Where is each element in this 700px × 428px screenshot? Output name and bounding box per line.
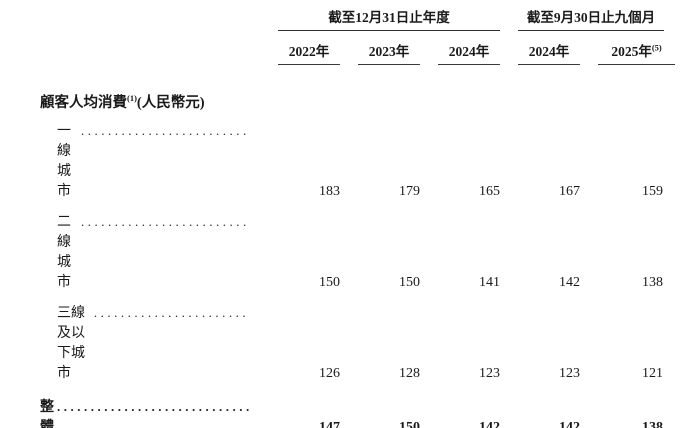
cell-value: 142: [559, 275, 581, 290]
cell-value: 123: [559, 366, 581, 381]
year-header-2024: 2024年: [438, 40, 501, 65]
cell-value: 167: [559, 184, 581, 199]
empty-corner-cell: [40, 31, 258, 65]
cell-value: 159: [642, 184, 664, 199]
period-group-row: 截至12月31日止年度 截至9月30日止九個月: [40, 6, 675, 31]
table-row: 二線城市 150 150 141 142 138: [40, 206, 675, 297]
period-group-annual: 截至12月31日止年度: [278, 6, 501, 31]
year-header-2022: 2022年: [278, 40, 340, 65]
cell-value: 138: [642, 275, 664, 290]
year-header-2023: 2023年: [358, 40, 420, 65]
table-row: 一線城市 183 179 165 167 159: [40, 115, 675, 206]
row-label-tier1: 一線城市: [57, 124, 71, 199]
footnote-marker: (5): [651, 42, 662, 53]
dot-leader: [57, 399, 250, 415]
dot-leader: [94, 305, 250, 321]
dot-leader: [81, 123, 250, 139]
row-label-tier2: 二線城市: [57, 215, 71, 290]
section-title-row: 顧客人均消費(1)(人民幣元): [40, 65, 675, 115]
period-group-nine-months: 截至9月30日止九個月: [518, 6, 665, 31]
cell-value: 141: [479, 275, 501, 290]
cell-value: 165: [479, 184, 501, 199]
cell-value: 150: [319, 275, 340, 290]
row-label-tier3-below: 三線及以下城市: [57, 306, 85, 381]
section-unit: (人民幣元): [136, 95, 205, 111]
footnote-marker: (1): [127, 93, 137, 104]
cell-value: 142: [479, 420, 501, 428]
operating-metrics-table: 截至12月31日止年度 截至9月30日止九個月 2022年 2023年 2024…: [40, 6, 676, 428]
cell-value: 121: [642, 366, 664, 381]
cell-value: 179: [399, 184, 420, 199]
year-header-row: 2022年 2023年 2024年 2024年 2025年(5): [40, 31, 676, 65]
cell-value: 150: [399, 275, 420, 290]
row-label-overall: 整體: [40, 400, 54, 428]
total-row: 整體 147 150 142 142 138: [40, 388, 675, 428]
cell-value: 128: [399, 366, 420, 381]
cell-value: 150: [399, 420, 420, 428]
cell-value: 183: [319, 184, 340, 199]
year-header-2024-9m: 2024年: [518, 40, 581, 65]
cell-value: 126: [319, 366, 340, 381]
dot-leader: [81, 214, 250, 230]
section-title-spending: 顧客人均消費: [40, 95, 127, 111]
table-row: 三線及以下城市 126 128 123 123 121: [40, 297, 675, 388]
cell-value: 147: [319, 420, 340, 428]
year-header-2025-9m: 2025年(5): [598, 40, 676, 65]
cell-value: 123: [479, 366, 501, 381]
cell-value: 138: [642, 420, 664, 428]
empty-corner-cell: [40, 6, 258, 31]
cell-value: 142: [559, 420, 581, 428]
